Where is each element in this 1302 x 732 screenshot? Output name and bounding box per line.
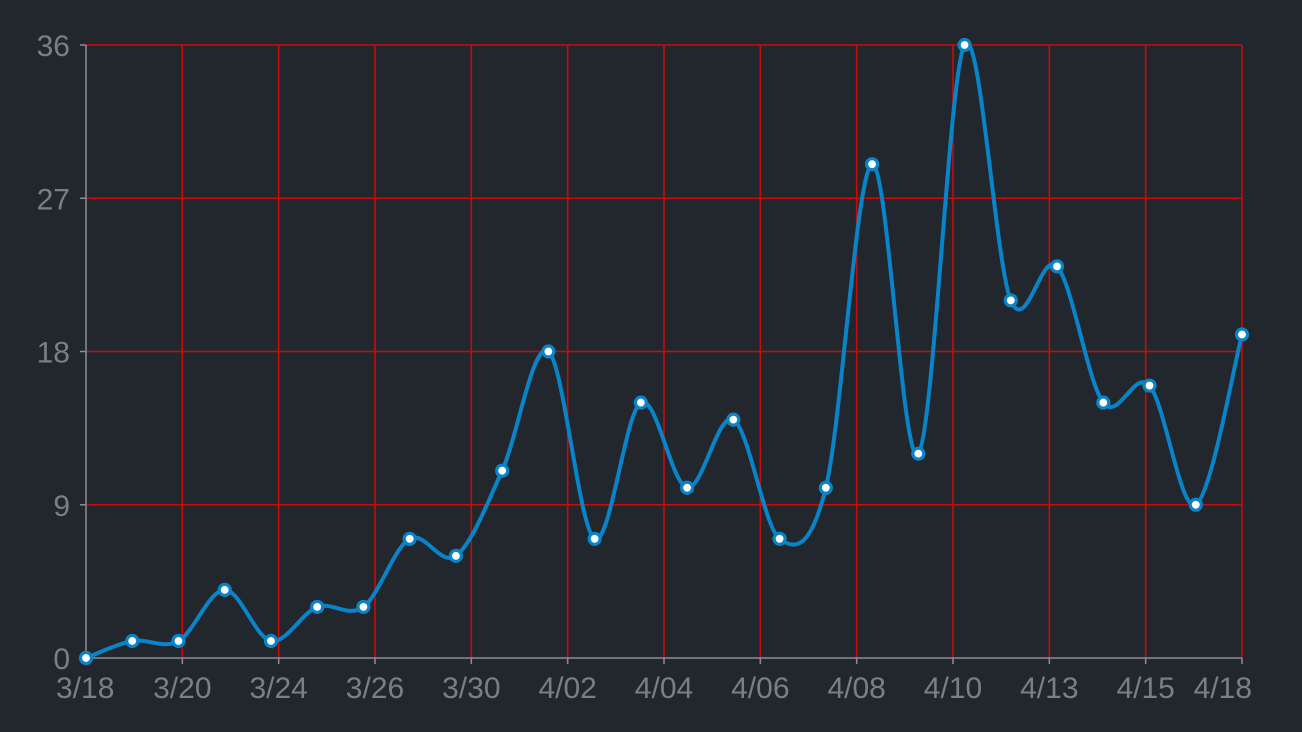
data-point — [497, 465, 508, 476]
data-point — [127, 635, 138, 646]
data-point — [1144, 380, 1155, 391]
y-tick-label: 18 — [37, 337, 70, 370]
x-tick-label: 4/13 — [1020, 672, 1078, 705]
data-point — [774, 533, 785, 544]
x-tick-label: 4/18 — [1194, 672, 1252, 705]
data-point — [404, 533, 415, 544]
data-point — [913, 448, 924, 459]
data-point — [358, 601, 369, 612]
x-tick-label: 4/06 — [731, 672, 789, 705]
data-point — [1237, 329, 1248, 340]
grid-lines — [86, 45, 1242, 658]
x-tick-label: 3/24 — [249, 672, 307, 705]
data-point — [635, 397, 646, 408]
data-point — [312, 601, 323, 612]
x-tick-label: 4/08 — [827, 672, 885, 705]
data-point — [1190, 499, 1201, 510]
x-tick-label: 4/10 — [924, 672, 982, 705]
data-point — [219, 584, 230, 595]
x-axis-tick-labels: 3/18 3/20 3/24 3/26 3/30 4/02 4/04 4/06 4/08 4/10… — [56, 672, 1252, 705]
data-point — [867, 159, 878, 170]
data-point — [820, 482, 831, 493]
x-tick-label: 3/30 — [442, 672, 500, 705]
y-tick-label: 36 — [37, 30, 70, 63]
y-tick-label: 9 — [53, 490, 70, 523]
data-point — [959, 40, 970, 51]
data-point — [543, 346, 554, 357]
x-tick-label: 4/04 — [635, 672, 693, 705]
x-tick-label: 3/20 — [153, 672, 211, 705]
data-point — [450, 550, 461, 561]
x-tick-label: 4/15 — [1116, 672, 1174, 705]
data-point — [728, 414, 739, 425]
data-point — [81, 653, 92, 664]
data-point — [589, 533, 600, 544]
x-tick-label: 3/18 — [56, 672, 114, 705]
data-point — [1098, 397, 1109, 408]
data-point — [682, 482, 693, 493]
data-point — [173, 635, 184, 646]
x-tick-label: 4/02 — [538, 672, 596, 705]
data-point — [1005, 295, 1016, 306]
y-tick-label: 27 — [37, 183, 70, 216]
data-point — [1052, 261, 1063, 272]
data-point — [265, 635, 276, 646]
axes — [80, 45, 1242, 664]
x-tick-label: 3/26 — [346, 672, 404, 705]
